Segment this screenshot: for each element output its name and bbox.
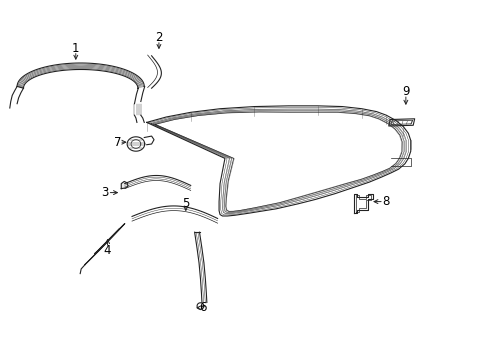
Polygon shape (121, 181, 128, 189)
Text: 9: 9 (401, 85, 409, 98)
Text: 7: 7 (113, 136, 121, 149)
Text: 4: 4 (103, 244, 111, 257)
Text: 5: 5 (182, 197, 189, 210)
Text: 1: 1 (72, 42, 80, 55)
Text: 2: 2 (155, 31, 163, 44)
Text: 6: 6 (199, 301, 206, 314)
Text: 8: 8 (382, 195, 389, 208)
Text: 3: 3 (101, 186, 109, 199)
